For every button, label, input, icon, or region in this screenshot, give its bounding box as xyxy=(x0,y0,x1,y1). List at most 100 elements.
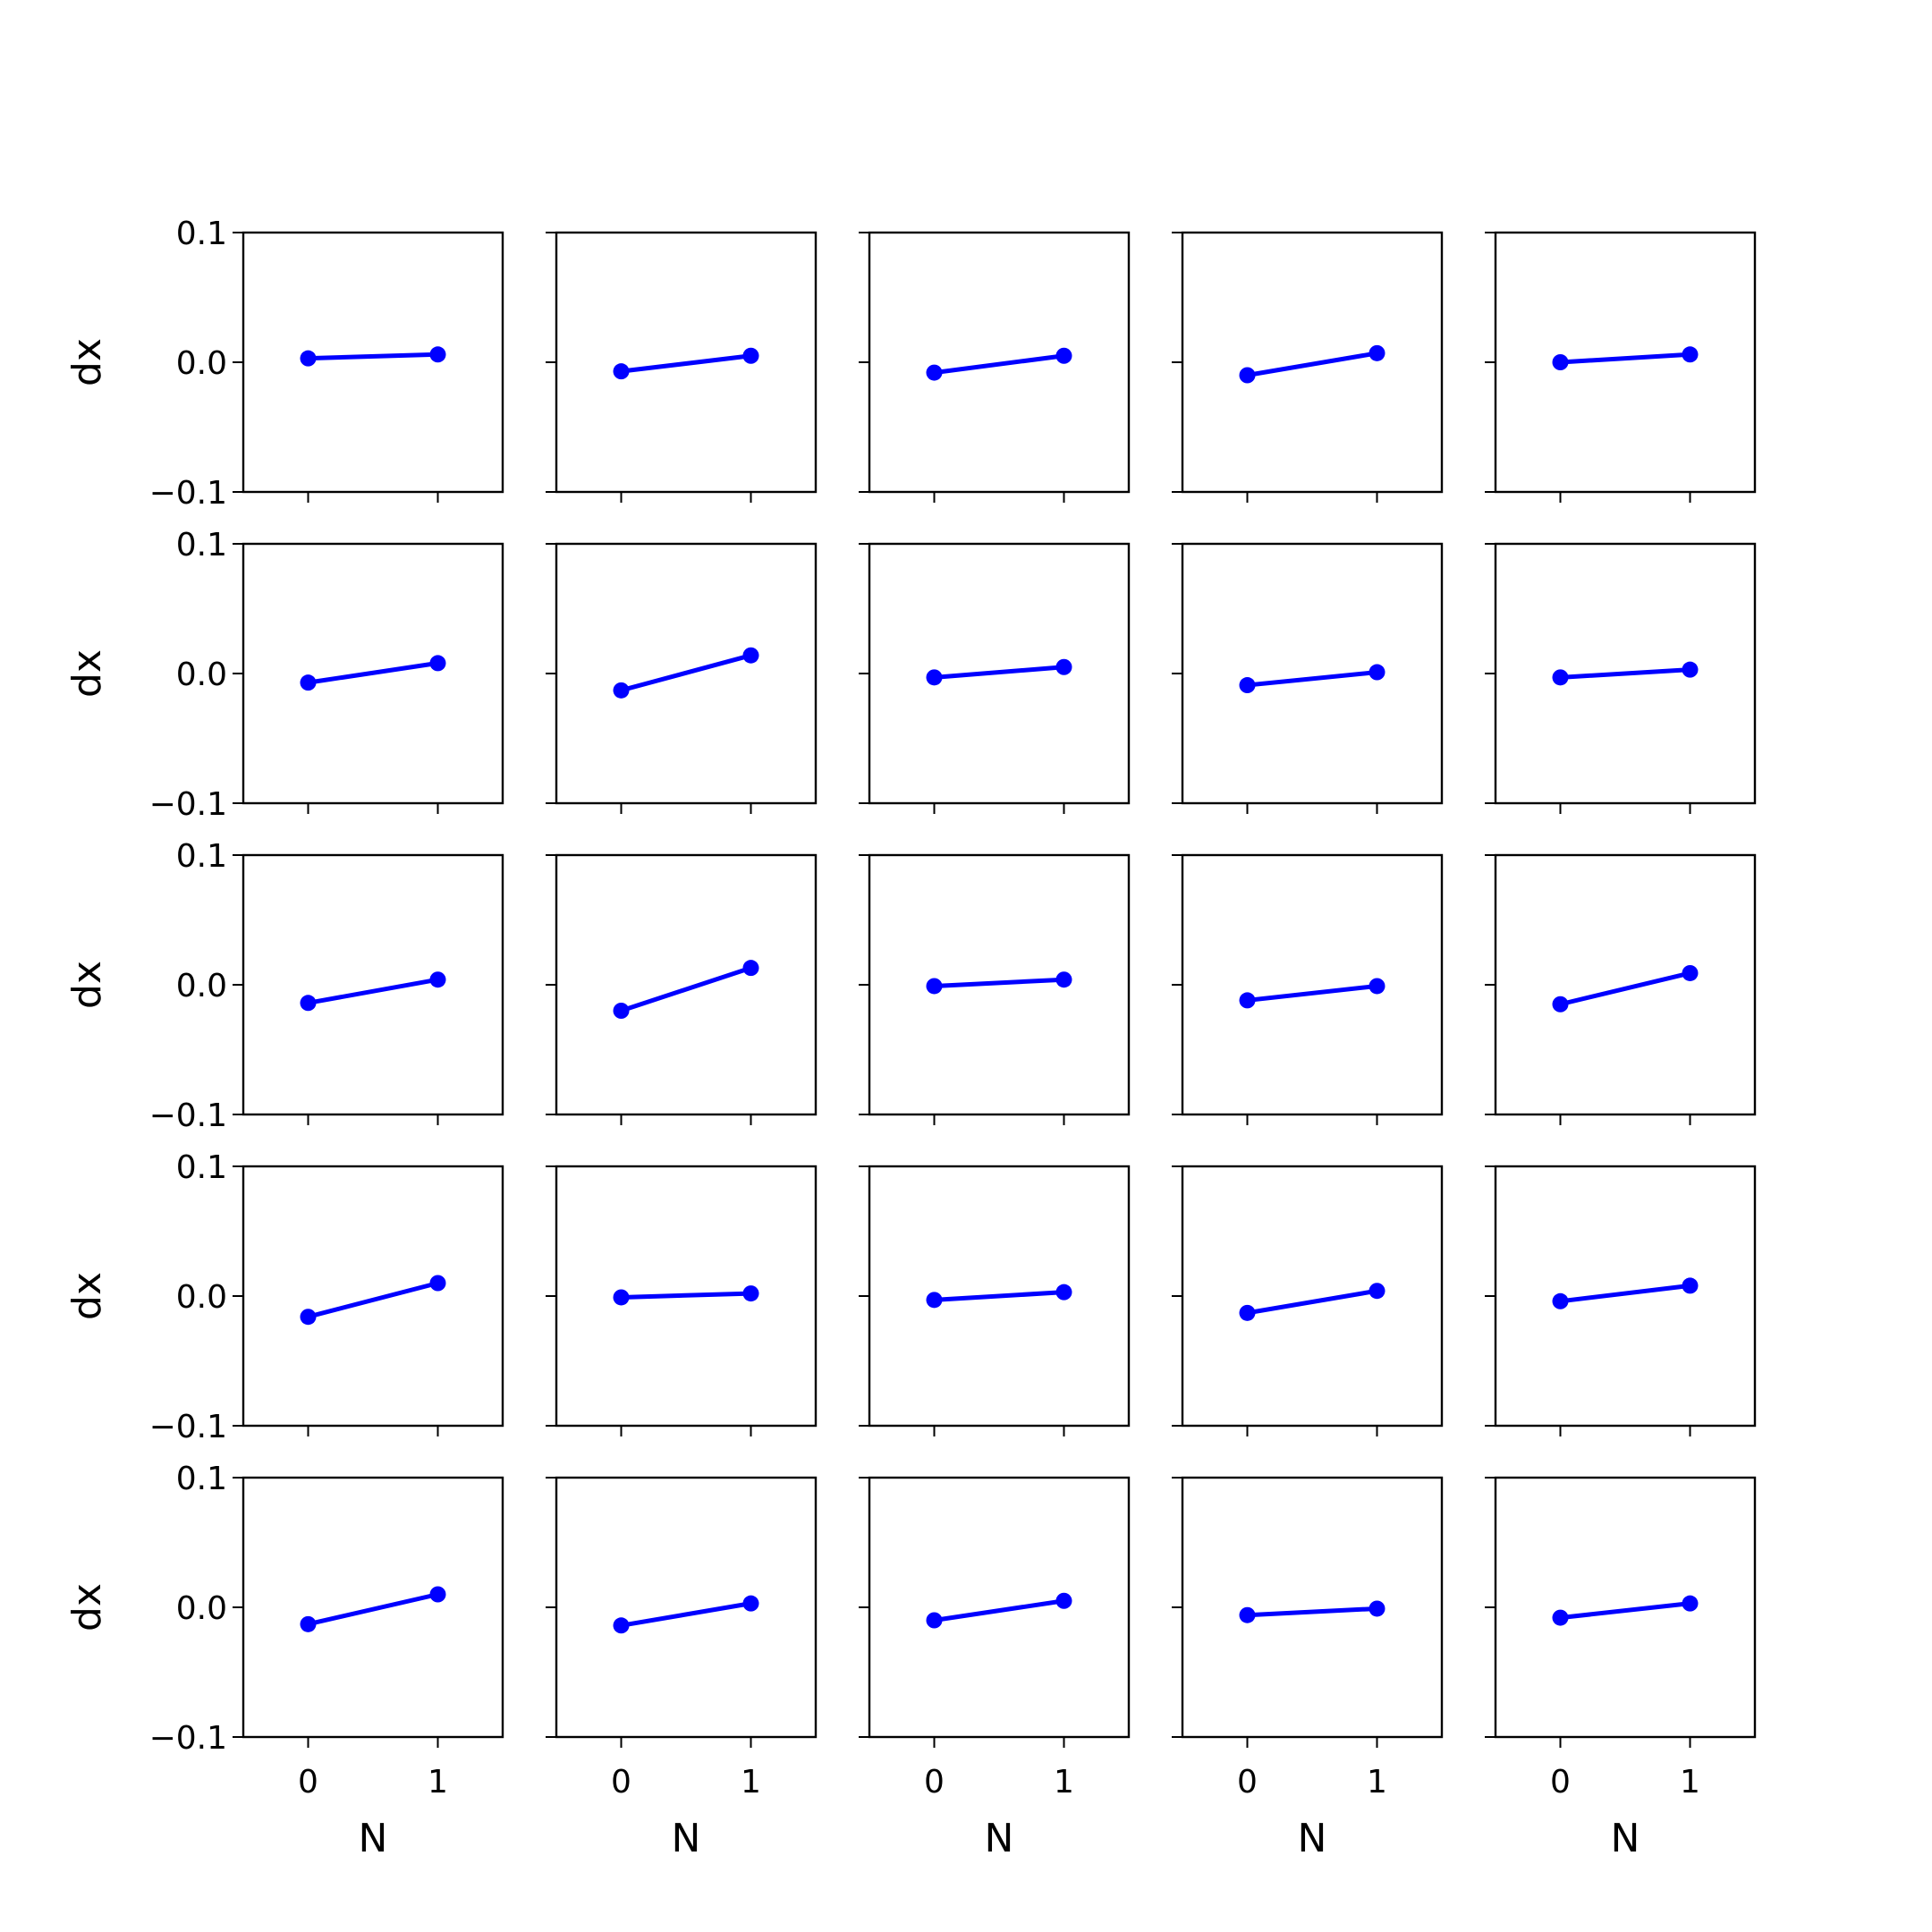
subplot-r2-c0: 0.1 0.0 −0.1 dx xyxy=(64,838,504,1134)
x-axis-label: N xyxy=(1298,1816,1327,1861)
subplot-r1-c4 xyxy=(1485,542,1757,814)
series-line xyxy=(307,1281,439,1319)
y-axis-label: dx xyxy=(64,1272,110,1320)
data-point xyxy=(1682,1277,1699,1294)
series-line xyxy=(620,653,752,693)
series-line xyxy=(308,352,438,361)
x-tick-label: 0 xyxy=(924,1764,945,1801)
data-point xyxy=(429,655,446,672)
subplot-grid: 0.10.0−0.1dx0.10.0−0.1dx0.10.0−0.1dx0.10… xyxy=(64,216,1757,1861)
x-tick-label: 1 xyxy=(1054,1764,1074,1801)
data-point xyxy=(429,971,446,988)
subplot-r1-c1 xyxy=(546,542,818,814)
subplot-r0-c4 xyxy=(1485,231,1757,503)
data-point xyxy=(1552,996,1569,1013)
data-point xyxy=(1055,971,1072,988)
data-point xyxy=(1239,677,1256,694)
y-axis-label: dx xyxy=(64,1583,110,1631)
series-line xyxy=(1247,1606,1377,1618)
y-tick-label: 0.0 xyxy=(176,968,227,1004)
subplot-r2-c3 xyxy=(1172,853,1444,1125)
subplot-r0-c1 xyxy=(546,231,818,503)
data-point xyxy=(1682,1595,1699,1612)
data-point xyxy=(926,1292,943,1309)
data-point xyxy=(429,346,446,363)
data-point xyxy=(613,1617,630,1634)
y-tick-label: 0.1 xyxy=(176,527,227,564)
x-tick-label: 1 xyxy=(741,1764,761,1801)
subplot-r3-c4 xyxy=(1485,1165,1757,1436)
data-point xyxy=(429,1275,446,1292)
subplot-r4-c4: 0 1 N xyxy=(1485,1476,1757,1861)
data-point xyxy=(300,995,317,1012)
series-line xyxy=(1560,1283,1690,1304)
y-tick-label: 0.1 xyxy=(176,838,227,875)
data-point xyxy=(300,350,317,367)
series-line xyxy=(934,977,1064,988)
subplot-r3-c3 xyxy=(1172,1165,1444,1436)
data-point xyxy=(1055,1284,1072,1301)
subplot-r4-c1: 0 1 N xyxy=(546,1476,818,1861)
subplot-r2-c1 xyxy=(546,853,818,1125)
data-point xyxy=(613,363,630,380)
series-line xyxy=(1247,351,1377,377)
subplot-r0-c3 xyxy=(1172,231,1444,503)
data-point xyxy=(1055,1592,1072,1609)
subplot-r3-c0: 0.1 0.0 −0.1 dx xyxy=(64,1149,504,1445)
data-point xyxy=(1552,354,1569,370)
y-axis-label: dx xyxy=(64,649,110,698)
series-line xyxy=(934,1598,1064,1623)
series-line xyxy=(1560,1601,1690,1621)
series-line xyxy=(620,965,752,1013)
data-point xyxy=(1368,664,1385,681)
data-point xyxy=(1552,669,1569,686)
x-axis-label: N xyxy=(985,1816,1014,1861)
subplot-r0-c0: 0.1 0.0 −0.1 dx xyxy=(64,216,504,512)
y-tick-label: 0.0 xyxy=(176,1279,227,1316)
data-point xyxy=(926,1612,943,1629)
subplot-r0-c2 xyxy=(859,231,1131,503)
y-tick-label: −0.1 xyxy=(149,1720,227,1757)
data-point xyxy=(742,960,759,977)
y-tick-label: 0.1 xyxy=(176,1461,227,1497)
data-point xyxy=(926,978,943,995)
series-line xyxy=(1560,667,1690,680)
x-tick-label: 0 xyxy=(298,1764,318,1801)
series-line xyxy=(934,353,1064,376)
series-line xyxy=(621,1291,751,1300)
series-line xyxy=(308,660,438,685)
data-point xyxy=(1682,346,1699,363)
x-axis-label: N xyxy=(359,1816,388,1861)
x-tick-label: 0 xyxy=(1237,1764,1258,1801)
y-tick-label: 0.0 xyxy=(176,1590,227,1627)
y-tick-label: −0.1 xyxy=(149,475,227,512)
subplot-r3-c2 xyxy=(859,1165,1131,1436)
subplot-r1-c0: 0.1 0.0 −0.1 dx xyxy=(64,527,504,823)
data-point xyxy=(1055,347,1072,364)
subplot-r4-c3: 0 1 N xyxy=(1172,1476,1444,1861)
y-tick-label: −0.1 xyxy=(149,786,227,823)
x-tick-label: 1 xyxy=(1680,1764,1700,1801)
y-axis-label: dx xyxy=(64,961,110,1009)
series-line xyxy=(307,1592,439,1627)
series-line xyxy=(1559,970,1691,1007)
y-tick-label: 0.0 xyxy=(176,657,227,693)
data-point xyxy=(1055,658,1072,675)
data-point xyxy=(1239,367,1256,384)
data-point xyxy=(1682,661,1699,678)
data-point xyxy=(1368,978,1385,995)
x-tick-label: 1 xyxy=(1367,1764,1387,1801)
data-point xyxy=(1368,344,1385,361)
data-point xyxy=(926,669,943,686)
data-point xyxy=(1682,964,1699,981)
data-point xyxy=(742,1285,759,1302)
data-point xyxy=(1239,1606,1256,1623)
data-point xyxy=(1239,1304,1256,1321)
x-tick-label: 1 xyxy=(428,1764,448,1801)
subplot-r4-c0: 0.1 0.0 −0.1 0 1 dx N xyxy=(64,1461,504,1861)
y-tick-label: −0.1 xyxy=(149,1409,227,1445)
x-axis-label: N xyxy=(672,1816,701,1861)
y-tick-label: 0.1 xyxy=(176,216,227,252)
